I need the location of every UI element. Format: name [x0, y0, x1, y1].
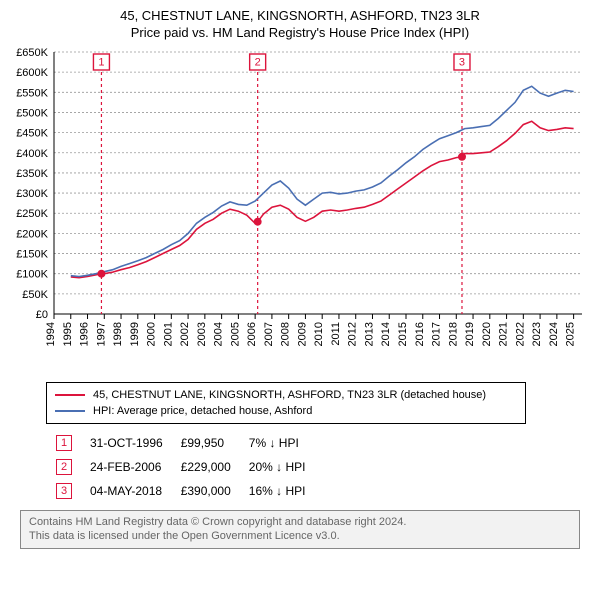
legend-swatch-subject — [55, 394, 85, 396]
y-tick-label: £150K — [16, 249, 48, 261]
x-tick-label: 2018 — [447, 322, 459, 346]
x-tick-label: 2008 — [280, 322, 292, 346]
x-tick-label: 1994 — [45, 322, 57, 346]
sale-row-date: 31-OCT-1996 — [82, 432, 171, 454]
x-tick-label: 2014 — [380, 322, 392, 346]
chart-title-line1: 45, CHESTNUT LANE, KINGSNORTH, ASHFORD, … — [10, 8, 590, 23]
x-tick-label: 2024 — [548, 322, 560, 346]
chart-wrap: £0 £50K £100K £150K £200K £250K £300K £350K £400… — [10, 46, 590, 376]
sale-row-price: £99,950 — [173, 432, 239, 454]
sale-row-date: 04-MAY-2018 — [82, 480, 171, 502]
x-tick-label: 2022 — [514, 322, 526, 346]
y-tick-label: £550K — [16, 87, 48, 99]
page-container: 45, CHESTNUT LANE, KINGSNORTH, ASHFORD, … — [0, 0, 600, 590]
y-tick-label: £600K — [16, 67, 48, 79]
sale-point-3 — [458, 153, 466, 161]
sale-row: 304-MAY-2018£390,00016% ↓ HPI — [48, 480, 313, 502]
grid — [54, 52, 582, 314]
arrow-down-icon: ↓ — [276, 484, 282, 498]
arrow-down-icon: ↓ — [276, 460, 282, 474]
y-tick-label: £500K — [16, 107, 48, 119]
x-tick-label: 2004 — [213, 322, 225, 346]
x-tick-label: 2003 — [196, 322, 208, 346]
sale-point-2 — [254, 218, 262, 226]
sale-row-price: £229,000 — [173, 456, 239, 478]
x-tick-label: 2019 — [464, 322, 476, 346]
legend-label-hpi: HPI: Average price, detached house, Ashf… — [93, 405, 312, 417]
sale-marker-num-1: 1 — [98, 56, 104, 68]
legend-box: 45, CHESTNUT LANE, KINGSNORTH, ASHFORD, … — [46, 382, 526, 424]
y-tick-label: £400K — [16, 148, 48, 160]
legend-label-subject: 45, CHESTNUT LANE, KINGSNORTH, ASHFORD, … — [93, 389, 486, 401]
sale-marker-num-2: 2 — [255, 56, 261, 68]
x-tick-label: 2015 — [397, 322, 409, 346]
sale-row: 131-OCT-1996£99,9507% ↓ HPI — [48, 432, 313, 454]
sale-row: 224-FEB-2006£229,00020% ↓ HPI — [48, 456, 313, 478]
price-chart: £0 £50K £100K £150K £200K £250K £300K £350K £400… — [10, 46, 590, 376]
sale-row-date: 24-FEB-2006 — [82, 456, 171, 478]
y-tick-label: £650K — [16, 47, 48, 59]
x-tick-label: 2007 — [263, 322, 275, 346]
x-tick-label: 1998 — [112, 322, 124, 346]
y-tick-label: £200K — [16, 228, 48, 240]
x-tick-label: 1995 — [62, 322, 74, 346]
chart-title-block: 45, CHESTNUT LANE, KINGSNORTH, ASHFORD, … — [10, 8, 590, 40]
y-tick-label: £350K — [16, 168, 48, 180]
y-tick-label: £50K — [22, 289, 48, 301]
sale-row-marker: 3 — [48, 480, 80, 502]
sale-point-1 — [97, 270, 105, 278]
x-tick-label: 2006 — [246, 322, 258, 346]
y-tick-label: £300K — [16, 188, 48, 200]
sale-row-marker: 1 — [48, 432, 80, 454]
arrow-down-icon: ↓ — [269, 436, 275, 450]
x-tick-label: 2012 — [347, 322, 359, 346]
x-tick-label: 2020 — [481, 322, 493, 346]
series-hpi_ashford_detached — [71, 86, 574, 276]
x-tick-label: 1999 — [129, 322, 141, 346]
legend-row-subject: 45, CHESTNUT LANE, KINGSNORTH, ASHFORD, … — [55, 387, 517, 403]
sale-row-price: £390,000 — [173, 480, 239, 502]
footer-line2: This data is licensed under the Open Gov… — [29, 529, 571, 543]
x-tick-label: 2016 — [414, 322, 426, 346]
y-tick-label: £100K — [16, 269, 48, 281]
x-tick-label: 2010 — [313, 322, 325, 346]
series-subject_property — [71, 121, 574, 277]
x-tick-label: 2009 — [296, 322, 308, 346]
legend-row-hpi: HPI: Average price, detached house, Ashf… — [55, 403, 517, 419]
y-tick-label: £250K — [16, 208, 48, 220]
sales-table: 131-OCT-1996£99,9507% ↓ HPI224-FEB-2006£… — [46, 430, 315, 504]
x-tick-label: 2023 — [531, 322, 543, 346]
x-tick-label: 2021 — [498, 322, 510, 346]
x-axis: 1994 1995 1996 1997 1998 1999 2000 2001 2002 2003… — [45, 314, 577, 346]
x-tick-label: 2002 — [179, 322, 191, 346]
sale-row-delta: 7% ↓ HPI — [241, 432, 314, 454]
x-tick-label: 1997 — [95, 322, 107, 346]
x-tick-label: 2017 — [431, 322, 443, 346]
x-tick-label: 2000 — [146, 322, 158, 346]
sale-marker-num-3: 3 — [459, 56, 465, 68]
x-tick-label: 2001 — [162, 322, 174, 346]
footer-line1: Contains HM Land Registry data © Crown c… — [29, 515, 571, 529]
x-tick-label: 1996 — [79, 322, 91, 346]
x-tick-label: 2005 — [229, 322, 241, 346]
y-tick-label: £450K — [16, 128, 48, 140]
sale-row-delta: 16% ↓ HPI — [241, 480, 314, 502]
x-tick-label: 2013 — [363, 322, 375, 346]
chart-title-line2: Price paid vs. HM Land Registry's House … — [10, 25, 590, 40]
sale-row-marker: 2 — [48, 456, 80, 478]
attribution-footer: Contains HM Land Registry data © Crown c… — [20, 510, 580, 549]
x-tick-label: 2025 — [565, 322, 577, 346]
legend-swatch-hpi — [55, 410, 85, 412]
y-tick-label: £0 — [36, 309, 48, 321]
sale-row-delta: 20% ↓ HPI — [241, 456, 314, 478]
x-tick-label: 2011 — [330, 322, 342, 346]
